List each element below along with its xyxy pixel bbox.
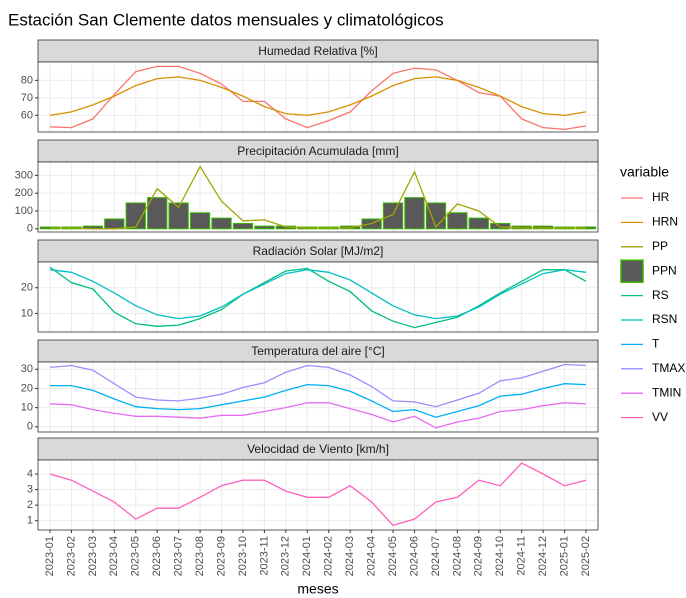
legend-label: PP: [652, 239, 668, 253]
line: [50, 165, 586, 230]
legend-label: HRN: [652, 215, 678, 229]
y-tick-label: 1: [27, 515, 33, 527]
x-tick-label: 2023-11: [258, 536, 270, 576]
x-tick-label: 2024-06: [408, 536, 420, 576]
panel-border: [37, 161, 599, 233]
x-tick-label: 2024-09: [473, 536, 485, 576]
legend-label: VV: [652, 410, 668, 424]
x-tick-label: 2025-02: [580, 536, 592, 576]
x-tick-label: 2023-02: [65, 536, 77, 576]
panel-border: [37, 261, 599, 333]
y-tick-label: 70: [21, 92, 33, 104]
x-tick-label: 2024-05: [387, 536, 399, 576]
panel-border: [37, 61, 599, 133]
bar: [425, 202, 447, 230]
panel-title: Humedad Relativa [%]: [258, 44, 377, 58]
x-tick-label: 2025-01: [558, 536, 570, 576]
x-tick-label: 2024-11: [516, 536, 528, 576]
panel-title: Radiación Solar [MJ/m2]: [253, 244, 384, 258]
y-tick-label: 20: [21, 382, 33, 394]
legend-key: [620, 259, 644, 283]
panel-title: Temperatura del aire [°C]: [251, 344, 385, 358]
x-tick-label: 2023-09: [215, 536, 227, 576]
bar: [211, 217, 232, 230]
y-tick-label: 0: [27, 223, 33, 235]
x-tick-label: 2024-03: [344, 536, 356, 576]
line: [49, 462, 587, 527]
bar: [147, 197, 168, 230]
y-tick-label: 3: [27, 483, 33, 495]
panel-title: Velocidad de Viento [km/h]: [247, 442, 389, 456]
panel-background: [38, 262, 598, 332]
bar: [468, 217, 489, 230]
legend-label: T: [652, 337, 660, 351]
line: [49, 363, 587, 408]
x-tick-label: 2023-05: [130, 536, 142, 576]
line: [49, 266, 587, 329]
bar: [168, 202, 189, 230]
bar: [404, 197, 425, 230]
bar: [490, 222, 511, 230]
line: [49, 402, 587, 429]
panel-border: [37, 459, 599, 531]
legend-label: PPN: [652, 263, 677, 277]
bar: [254, 225, 275, 230]
panel-background: [38, 362, 598, 432]
x-tick-label: 2024-02: [323, 536, 335, 576]
panel-background: [38, 460, 598, 530]
x-tick-label: 2023-06: [151, 536, 163, 576]
panel-background: [38, 62, 598, 132]
y-tick-label: 0: [27, 421, 33, 433]
line: [49, 65, 587, 131]
legend-label: TMIN: [652, 385, 681, 399]
y-tick-label: 20: [21, 282, 33, 294]
legend-title: variable: [620, 164, 669, 180]
x-tick-label: 2024-10: [494, 536, 506, 576]
x-axis-label: meses: [297, 581, 338, 597]
y-tick-label: 2: [27, 499, 33, 511]
legend-label: TMAX: [652, 361, 685, 375]
y-tick-label: 100: [15, 205, 33, 217]
line: [50, 383, 587, 418]
y-tick-label: 80: [21, 74, 33, 86]
x-tick-label: 2023-12: [280, 536, 292, 576]
y-tick-label: 200: [15, 187, 33, 199]
x-tick-label: 2024-08: [451, 536, 463, 576]
y-tick-label: 60: [21, 109, 33, 121]
bar: [104, 218, 125, 230]
x-tick-label: 2023-01: [44, 536, 56, 576]
legend-label: RS: [652, 288, 669, 302]
y-tick-label: 10: [21, 402, 33, 414]
x-tick-label: 2023-04: [108, 536, 120, 576]
line: [49, 269, 587, 320]
legend-label: HR: [652, 190, 670, 204]
panel-border: [37, 361, 599, 433]
legend-label: RSN: [652, 312, 677, 326]
x-tick-label: 2024-04: [366, 536, 378, 576]
y-tick-label: 30: [21, 363, 33, 375]
x-tick-label: 2024-07: [430, 536, 442, 576]
x-tick-label: 2024-12: [537, 536, 549, 576]
x-tick-label: 2023-07: [173, 536, 185, 576]
line: [49, 76, 587, 117]
bar: [189, 212, 211, 230]
y-tick-label: 4: [27, 468, 33, 480]
x-tick-label: 2023-10: [237, 536, 249, 576]
y-tick-label: 10: [21, 307, 33, 319]
x-tick-label: 2024-01: [301, 536, 313, 576]
bar: [125, 202, 146, 230]
bar: [447, 212, 468, 230]
x-tick-label: 2023-08: [194, 536, 206, 576]
chart-title: Estación San Clemente datos mensuales y …: [8, 10, 444, 29]
x-tick-label: 2023-03: [87, 536, 99, 576]
bar: [382, 202, 404, 230]
panel-title: Precipitación Acumulada [mm]: [237, 144, 398, 158]
y-tick-label: 300: [15, 169, 33, 181]
bar: [232, 222, 254, 230]
